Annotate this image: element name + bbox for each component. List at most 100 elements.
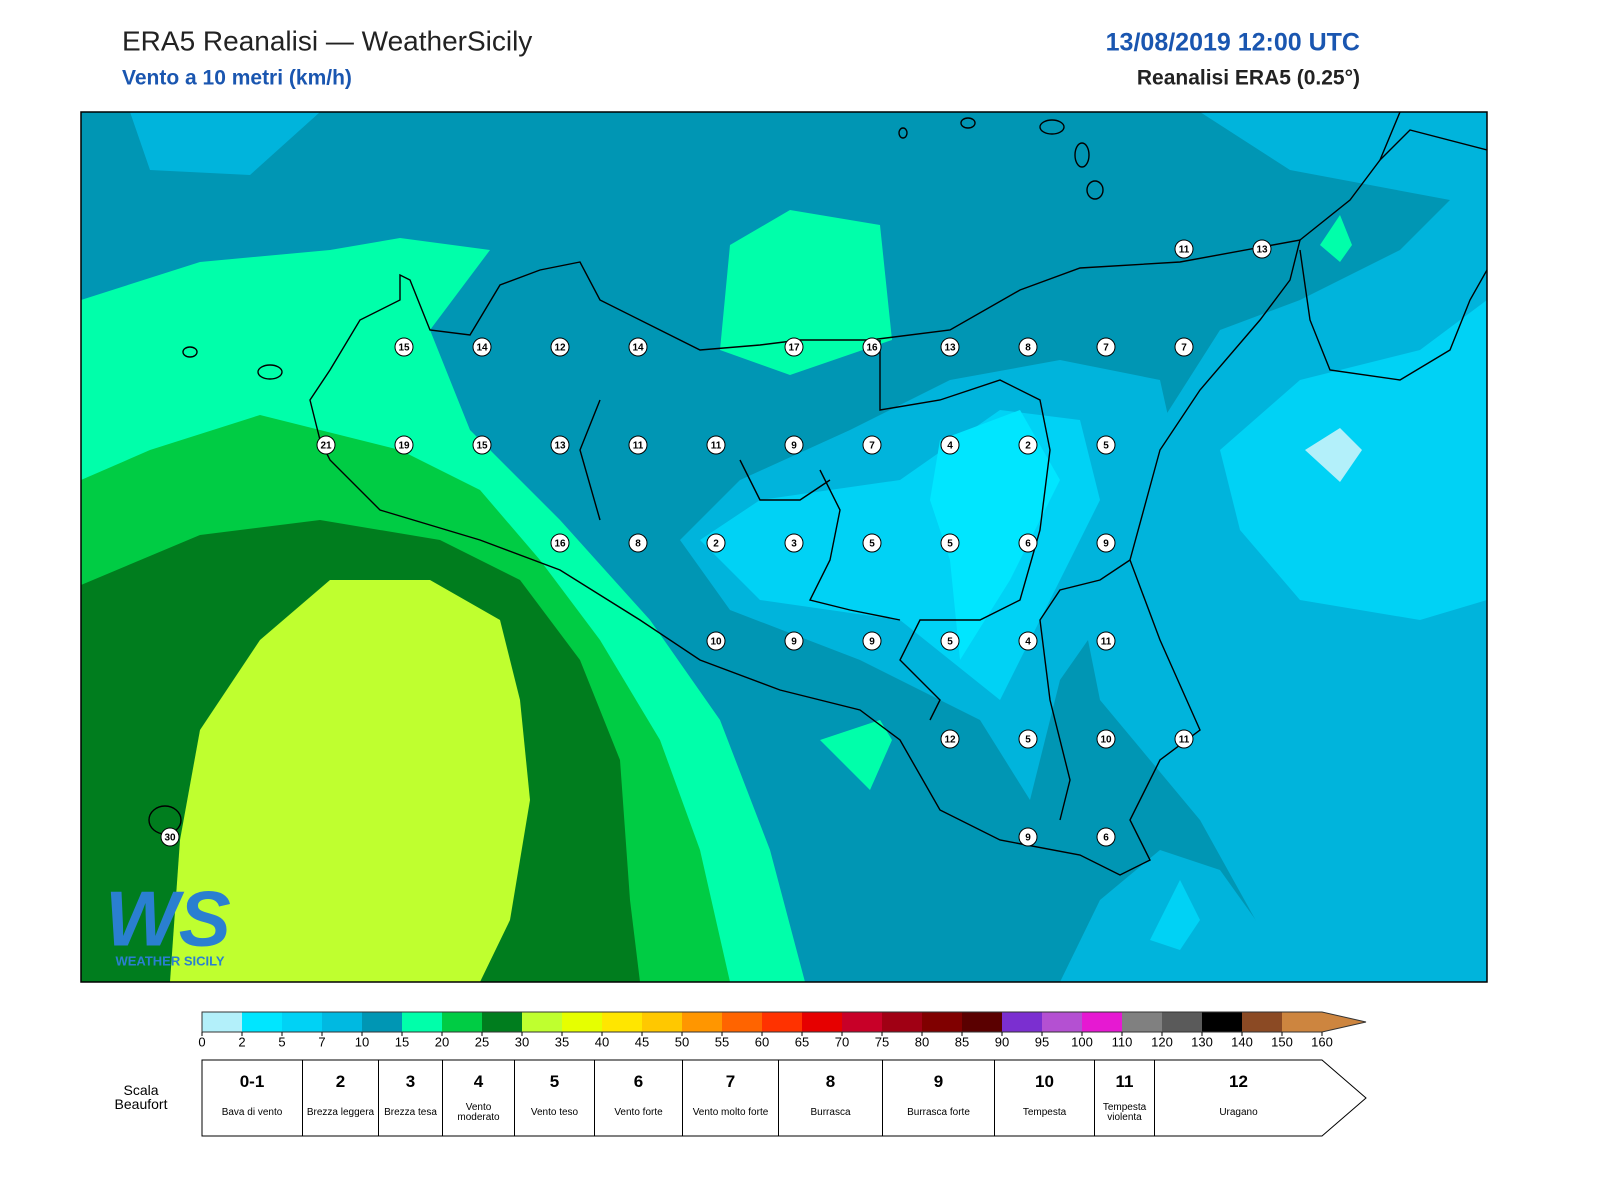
color-bin [1282,1012,1322,1032]
colorbar-tick-label: 50 [675,1034,689,1049]
field-contour [820,720,892,790]
station-value: 9 [1103,539,1109,550]
colorbar-tick-label: 5 [278,1034,285,1049]
colorbar-tick-label: 75 [875,1034,889,1049]
station-value: 9 [1025,833,1031,844]
beaufort-title: Scala Beaufort [114,1082,168,1112]
beaufort-cell: 8 Burrasca [778,1060,882,1136]
station-value: 14 [632,343,644,354]
station-marker [394,337,414,357]
field-contour [170,580,530,982]
beaufort-cell: 3 Brezza tesa [378,1060,442,1136]
station-marker [784,533,804,553]
coastline [148,112,1487,876]
station-marker [940,337,960,357]
station-marker [160,827,180,847]
station-value: 5 [947,637,953,648]
field-contour [1305,428,1362,482]
beaufort-name: Burrasca [810,1107,851,1118]
beaufort-cell: 0-1 Bava di vento [202,1060,302,1136]
color-bin [242,1012,282,1032]
station-marker [1096,533,1116,553]
color-bin [1082,1012,1122,1032]
beaufort-force: 9 [933,1072,944,1091]
color-bin [1242,1012,1282,1032]
station-marker [862,337,882,357]
beaufort-name: Vento moderato [457,1102,500,1123]
station-value: 11 [1179,735,1190,746]
logo-mark: WS [105,875,231,963]
beaufort-force: 5 [549,1072,560,1091]
beaufort-name: Brezza leggera [306,1107,375,1118]
station-value: 19 [398,441,410,452]
beaufort-name: Vento teso [530,1107,579,1118]
station-value: 11 [1179,245,1190,256]
color-bin [842,1012,882,1032]
station-marker [1096,435,1116,455]
subtitle: Vento a 10 metri (km/h) [122,67,352,90]
station-marker [1018,533,1038,553]
station-value: 15 [398,343,410,354]
map-frame [80,111,1488,983]
station-value: 5 [1103,441,1109,452]
station-value: 21 [320,441,332,452]
colorbar-tick-label: 2 [238,1034,245,1049]
color-bin [722,1012,762,1032]
station-marker [940,631,960,651]
color-bin [1002,1012,1042,1032]
station-marker [1174,337,1194,357]
station-marker [1018,827,1038,847]
station-marker [706,435,726,455]
station-marker [1096,337,1116,357]
beaufort-force: 3 [405,1072,416,1091]
colorbar-tick-label: 120 [1151,1034,1173,1049]
color-bin [762,1012,802,1032]
beaufort-name: Tempesta violenta [1102,1102,1147,1123]
beaufort-force: 6 [633,1072,644,1091]
station-marker [940,533,960,553]
colorbar-tick-label: 60 [755,1034,769,1049]
colorbar-tick-label: 30 [515,1034,529,1049]
beaufort-cell: 5 Vento teso [514,1060,594,1136]
station-value: 9 [869,637,875,648]
colorbar-tick-label: 150 [1271,1034,1293,1049]
beaufort-cell: 2 Brezza leggera [302,1060,378,1136]
beaufort-force: 8 [825,1072,836,1091]
colorbar-tick-label: 85 [955,1034,969,1049]
colorbar-tick-label: 110 [1112,1034,1133,1049]
station-value: 10 [710,637,722,648]
station-marker [940,435,960,455]
color-extension [1322,1012,1366,1032]
beaufort-force: 0-1 [239,1072,265,1091]
station-marker [1018,337,1038,357]
station-marker [316,435,336,455]
beaufort-force: 11 [1115,1072,1134,1091]
color-bin [442,1012,482,1032]
station-value: 12 [944,735,956,746]
station-value: 5 [947,539,953,550]
station-marker [550,337,570,357]
station-value: 12 [554,343,566,354]
colorbar-tick-label: 15 [395,1034,409,1049]
station-value: 13 [944,343,956,354]
station-marker [784,631,804,651]
color-bin [482,1012,522,1032]
colorbar-tick-label: 7 [318,1034,325,1049]
beaufort-name: Burrasca forte [907,1107,970,1118]
colorbar-tick-label: 95 [1035,1034,1049,1049]
beaufort-force: 7 [725,1072,736,1091]
station-marker [472,337,492,357]
colorbar-tick-label: 65 [795,1034,809,1049]
station-value: 3 [791,539,797,550]
station-value: 30 [164,833,176,844]
color-bin [282,1012,322,1032]
station-marker [862,631,882,651]
color-bin [642,1012,682,1032]
beaufort-force: 10 [1035,1072,1054,1091]
beaufort-frame [201,1059,1367,1137]
station-marker [1018,435,1038,455]
field-contour [130,112,320,175]
source: Reanalisi ERA5 (0.25°) [1137,67,1360,90]
station-marker [1018,631,1038,651]
